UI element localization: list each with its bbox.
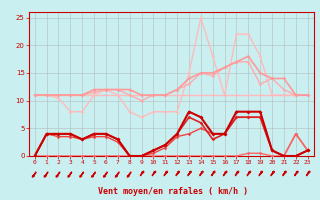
Text: Vent moyen/en rafales ( km/h ): Vent moyen/en rafales ( km/h ) [98,187,248,196]
